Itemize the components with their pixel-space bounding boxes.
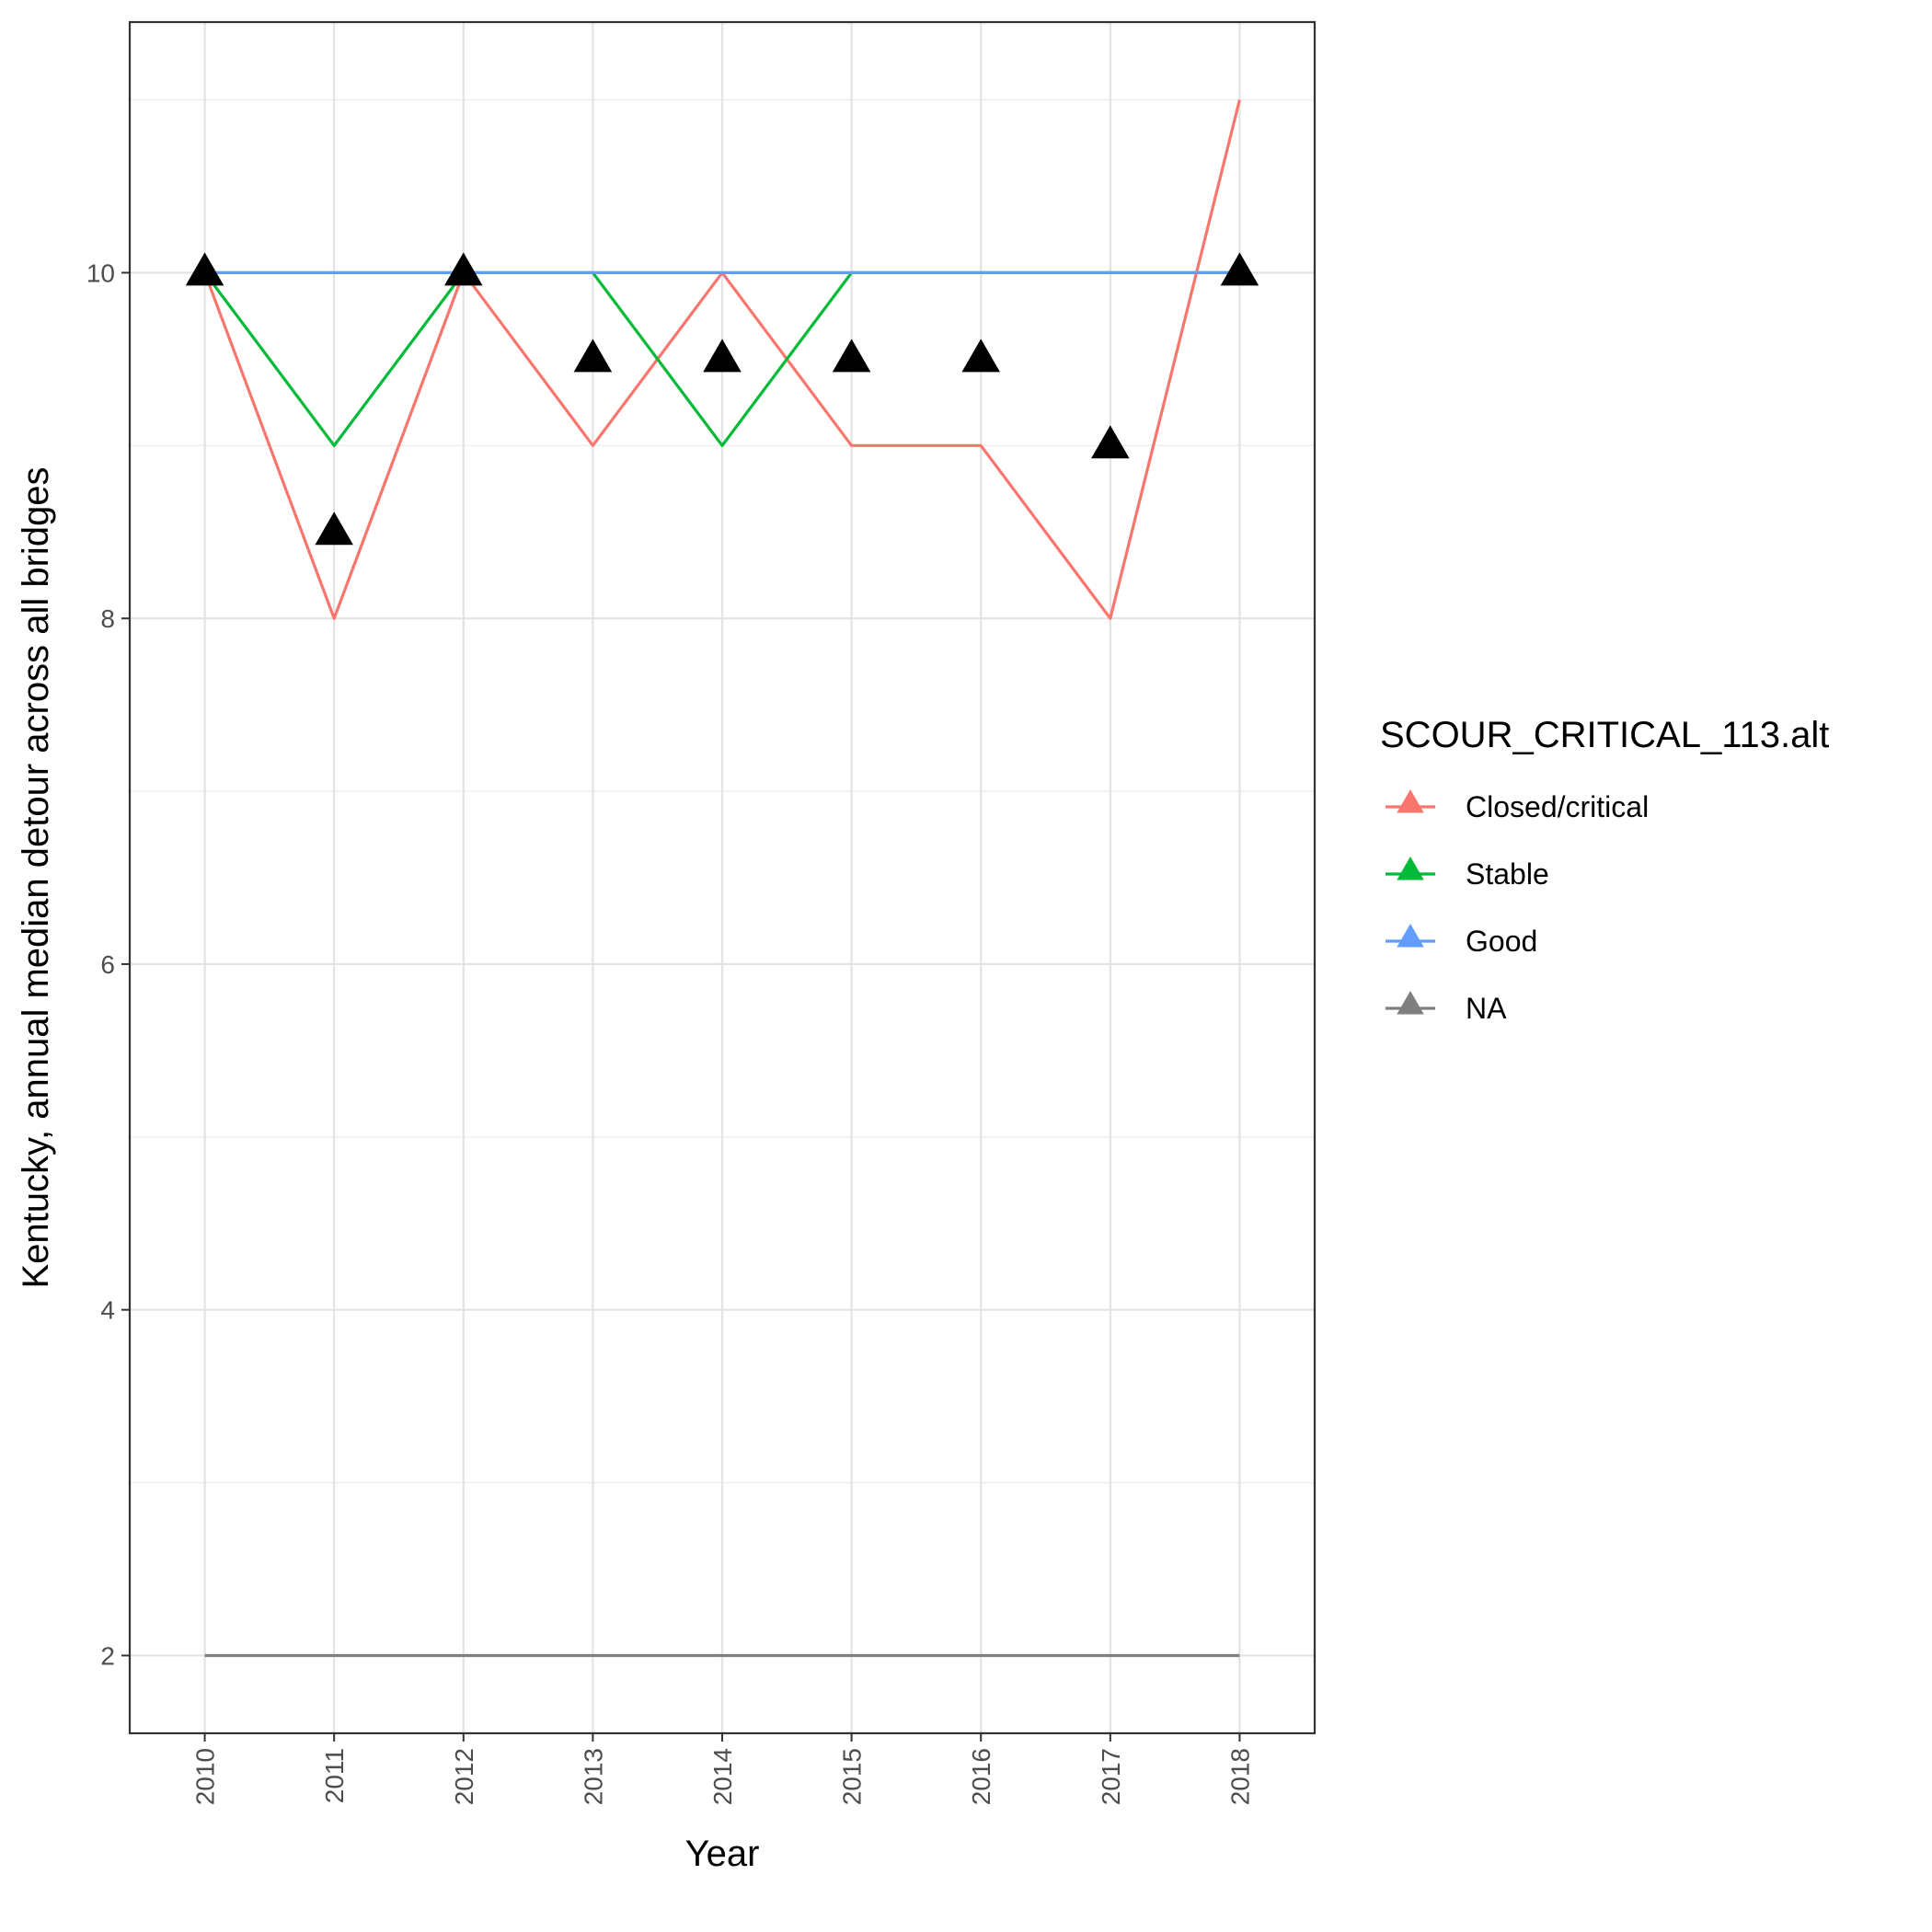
legend-label-na: NA	[1466, 992, 1507, 1025]
axes: 2 4 6 8 10 2010 2011 2012 2013 2014 2015 2016 2017 20…	[86, 259, 1255, 1805]
y-axis-title: Kentucky, annual median detour across al…	[16, 466, 56, 1288]
legend-items: Closed/critical Stable Good NA	[1386, 789, 1649, 1025]
x-tick-label: 2015	[838, 1748, 867, 1805]
x-axis-title: Year	[685, 1834, 760, 1874]
legend: SCOUR_CRITICAL_113.alt Closed/critical St…	[1380, 715, 1829, 1025]
median-marker	[185, 252, 224, 286]
x-tick-label: 2013	[579, 1748, 607, 1805]
series-lines	[203, 99, 1241, 1658]
median-marker	[315, 512, 353, 546]
legend-label-good: Good	[1466, 925, 1537, 958]
legend-label-closed-critical: Closed/critical	[1466, 790, 1649, 823]
median-marker	[961, 339, 1001, 373]
median-marker	[832, 339, 871, 373]
median-markers	[185, 252, 1259, 546]
x-tick-label: 2016	[967, 1748, 995, 1805]
median-marker	[703, 339, 742, 373]
legend-triangle-stable	[1397, 857, 1424, 880]
legend-triangle-closed-critical	[1397, 789, 1424, 813]
median-marker	[1220, 252, 1259, 286]
x-tick-label: 2011	[320, 1748, 349, 1803]
median-marker	[443, 252, 483, 286]
y-tick-label: 4	[100, 1296, 115, 1325]
x-tick-label: 2018	[1225, 1748, 1254, 1805]
legend-triangle-good	[1397, 924, 1424, 948]
median-marker	[1091, 425, 1130, 459]
x-tick-label: 2012	[450, 1748, 478, 1805]
y-tick-label: 2	[100, 1641, 115, 1670]
x-tick-label: 2014	[708, 1748, 737, 1805]
x-tick-label: 2010	[191, 1748, 220, 1805]
legend-title: SCOUR_CRITICAL_113.alt	[1380, 715, 1829, 755]
y-tick-label: 10	[86, 259, 115, 287]
y-tick-label: 6	[100, 950, 115, 979]
legend-label-stable: Stable	[1466, 857, 1549, 891]
median-marker	[573, 339, 613, 373]
y-tick-label: 8	[100, 604, 115, 633]
x-tick-label: 2017	[1097, 1748, 1125, 1805]
legend-triangle-na	[1397, 991, 1424, 1015]
